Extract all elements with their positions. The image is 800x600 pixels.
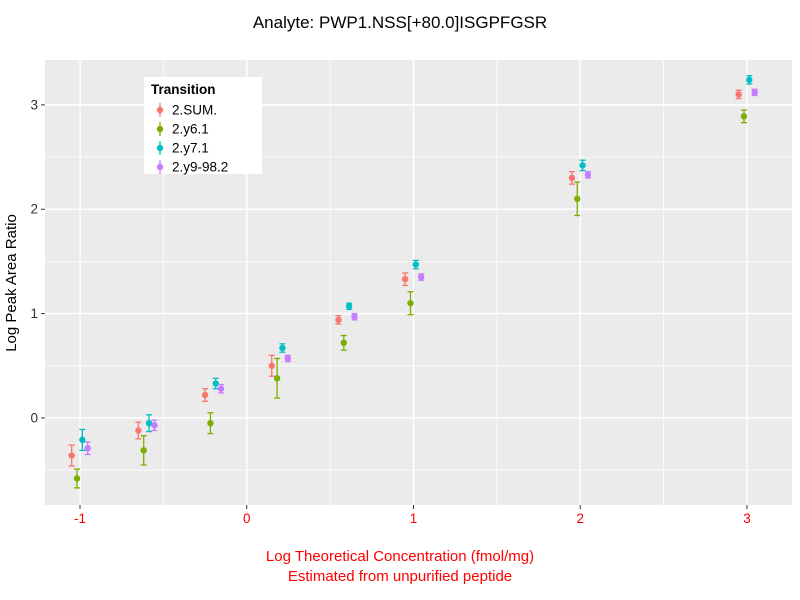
x-tick-label: 2 (576, 511, 584, 526)
x-tick-label: 1 (410, 511, 418, 526)
x-tick-label: -1 (74, 511, 86, 526)
data-point (284, 355, 291, 362)
data-point (751, 89, 758, 96)
x-tick-label: 3 (743, 511, 751, 526)
data-point (584, 171, 592, 178)
legend-key-point (156, 163, 164, 171)
data-point (145, 419, 153, 427)
y-axis-label: Log Peak Area Ratio (3, 214, 20, 352)
data-point (268, 362, 275, 369)
data-point (407, 299, 414, 307)
data-point (740, 113, 748, 120)
legend-title: Transition (151, 82, 216, 97)
x-axis-label: Log Theoretical Concentration (fmol/mg) (266, 548, 534, 565)
data-point (135, 427, 142, 434)
data-point (746, 76, 753, 84)
chart-title: Analyte: PWP1.NSS[+80.0]ISGPFGSR (253, 13, 547, 32)
x-axis-sublabel: Estimated from unpurified peptide (288, 568, 512, 585)
data-point (212, 380, 219, 387)
legend-key-point (156, 125, 164, 133)
legend-key-point (156, 144, 164, 152)
data-point (79, 436, 86, 444)
y-tick-label: 0 (30, 410, 38, 425)
data-point (735, 91, 742, 98)
data-point (217, 385, 225, 392)
data-point (335, 316, 342, 324)
data-point (345, 303, 353, 310)
legend-key-point (156, 106, 164, 114)
y-tick-label: 2 (30, 202, 38, 217)
data-point (568, 174, 576, 182)
y-tick-label: 1 (30, 306, 38, 321)
data-point (68, 452, 75, 459)
data-point (207, 419, 214, 427)
data-point (401, 275, 409, 283)
data-point (273, 375, 281, 382)
y-tick-label: 3 (30, 97, 38, 112)
data-point (574, 195, 581, 203)
data-point (151, 422, 158, 429)
legend-item-label: 2.y7.1 (172, 141, 209, 156)
legend-box (144, 77, 262, 174)
data-point (340, 339, 347, 347)
data-point (351, 313, 358, 320)
x-tick-label: 0 (243, 511, 251, 526)
data-point (84, 445, 91, 452)
data-point (412, 261, 420, 268)
legend-item-label: 2.y9-98.2 (172, 160, 228, 175)
data-point (579, 162, 586, 169)
legend-item-label: 2.y6.1 (172, 122, 209, 137)
data-point (140, 447, 147, 454)
plot-layer: -1 0 1 2 3 0 1 2 3 Transition 2.SUM. 2.y6.1 2.y7.1 2.… (30, 60, 792, 526)
data-point (279, 344, 286, 352)
legend-item-label: 2.SUM. (172, 103, 217, 118)
data-point (73, 475, 81, 482)
data-point (201, 391, 209, 399)
data-point (417, 273, 425, 281)
